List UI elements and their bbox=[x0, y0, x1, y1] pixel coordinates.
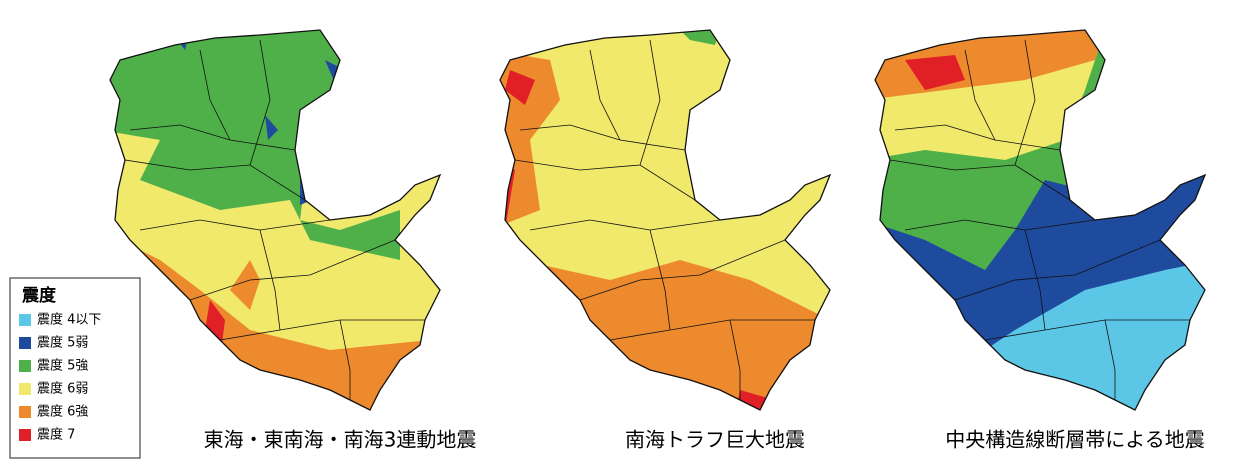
map-3 bbox=[874, 29, 1206, 411]
legend-swatch bbox=[19, 383, 31, 395]
legend-label: 震度 6強 bbox=[37, 404, 88, 420]
legend-label: 震度 5強 bbox=[37, 358, 88, 374]
legend-swatch bbox=[19, 337, 31, 349]
captions: 東海・東南海・南海3連動地震 南海トラフ巨大地震 中央構造線断層帯による地震 bbox=[204, 428, 1205, 452]
map-2 bbox=[499, 29, 831, 411]
legend-label: 震度 7 bbox=[37, 427, 75, 443]
legend-box bbox=[9, 277, 141, 459]
map-caption: 中央構造線断層帯による地震 bbox=[945, 428, 1204, 452]
legend-label: 震度 5弱 bbox=[37, 335, 88, 351]
map-caption: 東海・東南海・南海3連動地震 bbox=[204, 428, 477, 452]
legend-label: 震度 6弱 bbox=[37, 381, 88, 397]
legend-swatch bbox=[19, 429, 31, 441]
legend-swatch bbox=[19, 360, 31, 372]
legend-swatch bbox=[19, 314, 31, 326]
map-1 bbox=[109, 29, 441, 411]
legend-title: 震度 bbox=[21, 285, 57, 306]
map-caption: 南海トラフ巨大地震 bbox=[625, 428, 805, 452]
legend-swatch bbox=[19, 406, 31, 418]
legend-label: 震度 4以下 bbox=[37, 312, 101, 328]
